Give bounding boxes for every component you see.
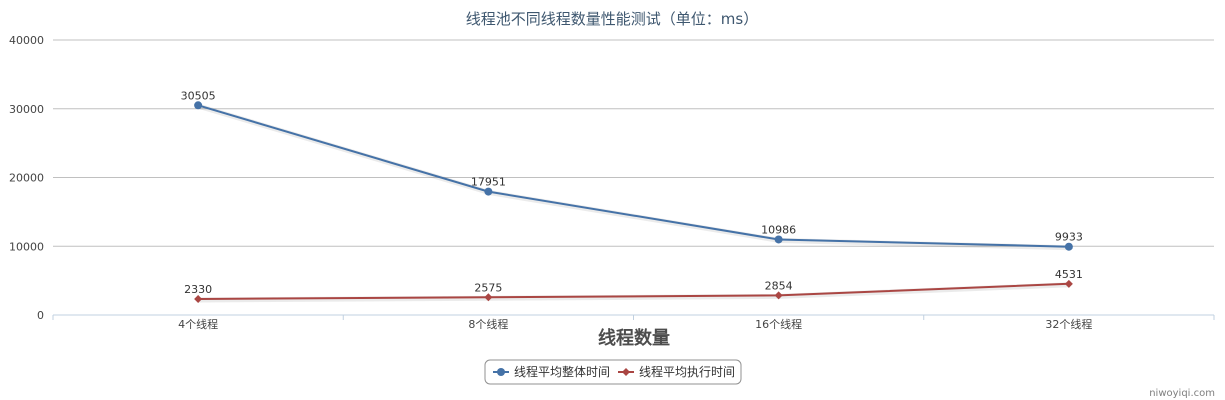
x-axis-label: 线程数量 [598,327,670,349]
data-label: 10986 [761,223,796,236]
data-point [484,293,493,302]
data-point [194,101,203,110]
x-axis: 4个线程 8个线程 16个线程 32个线程 [52,314,1215,331]
y-tick-label: 0 [37,309,44,322]
chart-title: 线程池不同线程数量性能测试（单位：ms） [466,10,758,28]
data-label: 30505 [181,89,216,102]
data-point [194,294,203,303]
legend-item[interactable]: 线程平均整体时间 [493,364,610,379]
data-point [1064,242,1073,251]
data-label: 2854 [765,279,793,292]
y-tick-label: 40000 [9,34,44,47]
legend-box [484,359,742,385]
data-label: 2575 [474,281,502,294]
series: 2330 2575 2854 4531 [184,268,1083,303]
series: 30505 17951 10986 9933 [181,89,1083,251]
x-tick-label: 8个线程 [468,317,508,331]
legend-item[interactable]: 线程平均执行时间 [618,364,735,379]
data-point [484,187,493,196]
y-tick-label: 30000 [9,103,44,116]
data-label: 17951 [471,176,506,189]
data-label: 9933 [1055,231,1083,244]
y-tick-label: 10000 [9,240,44,253]
y-axis: 0 10000 20000 30000 40000 [9,34,44,322]
series-line-shadow [199,282,1070,303]
data-label: 2330 [184,283,212,296]
series-group: 30505 17951 10986 9933 2330 2575 2854 4531 [181,89,1083,303]
x-tick-label: 4个线程 [178,317,218,331]
credit-text[interactable]: niwoyiqi.com [1149,388,1215,399]
series-line [198,282,1069,300]
legend-label: 线程平均整体时间 [514,364,610,379]
legend-marker [622,368,630,376]
series-line [197,104,1069,248]
data-point [774,291,783,300]
legend-label: 线程平均执行时间 [639,364,735,379]
data-label: 4531 [1055,268,1083,281]
legend-marker [497,368,505,376]
x-tick-label: 32个线程 [1045,317,1092,331]
x-tick-label: 16个线程 [755,317,802,331]
data-point [1064,279,1073,288]
y-tick-label: 20000 [9,172,44,185]
data-point [774,235,783,244]
legend[interactable]: 线程平均整体时间 线程平均执行时间 [484,359,742,385]
